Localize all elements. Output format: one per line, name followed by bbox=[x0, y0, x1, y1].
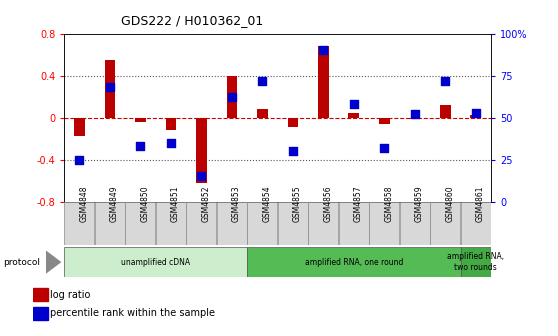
Text: GSM4861: GSM4861 bbox=[476, 185, 485, 222]
Text: log ratio: log ratio bbox=[50, 290, 90, 300]
Bar bbox=[217, 202, 247, 245]
Text: GSM4851: GSM4851 bbox=[171, 185, 180, 222]
Point bbox=[441, 78, 450, 83]
Bar bbox=[126, 202, 155, 245]
Text: GSM4854: GSM4854 bbox=[262, 185, 271, 222]
Point bbox=[228, 95, 237, 100]
Text: GSM4858: GSM4858 bbox=[384, 185, 393, 222]
Bar bbox=[318, 46, 329, 118]
Bar bbox=[74, 118, 85, 136]
Bar bbox=[33, 288, 47, 301]
Point bbox=[288, 149, 297, 154]
Text: GSM4853: GSM4853 bbox=[232, 185, 241, 222]
Bar bbox=[156, 202, 186, 245]
Text: GSM4856: GSM4856 bbox=[323, 185, 333, 222]
Point bbox=[105, 85, 114, 90]
Text: unamplified cDNA: unamplified cDNA bbox=[121, 258, 190, 266]
Bar bbox=[135, 118, 146, 122]
Bar bbox=[95, 202, 125, 245]
Bar bbox=[196, 118, 206, 183]
Bar bbox=[257, 109, 268, 118]
Bar bbox=[64, 247, 247, 277]
Bar bbox=[349, 114, 359, 118]
Text: GSM4859: GSM4859 bbox=[415, 185, 424, 222]
Bar bbox=[440, 105, 451, 118]
Point bbox=[197, 174, 206, 179]
Bar bbox=[410, 118, 420, 119]
Text: GDS222 / H010362_01: GDS222 / H010362_01 bbox=[121, 14, 263, 27]
Bar bbox=[461, 202, 490, 245]
Point bbox=[166, 140, 175, 145]
Text: amplified RNA,
two rounds: amplified RNA, two rounds bbox=[447, 252, 504, 272]
Text: protocol: protocol bbox=[3, 258, 40, 266]
Text: amplified RNA, one round: amplified RNA, one round bbox=[305, 258, 403, 266]
Text: GSM4848: GSM4848 bbox=[79, 185, 88, 222]
Bar bbox=[247, 202, 277, 245]
Bar bbox=[309, 202, 338, 245]
Bar bbox=[186, 202, 217, 245]
Text: GSM4850: GSM4850 bbox=[141, 185, 150, 222]
Bar bbox=[470, 116, 481, 118]
Text: GSM4860: GSM4860 bbox=[445, 185, 454, 222]
Text: GSM4849: GSM4849 bbox=[110, 185, 119, 222]
Text: percentile rank within the sample: percentile rank within the sample bbox=[50, 308, 215, 318]
Bar bbox=[460, 247, 491, 277]
Bar bbox=[33, 307, 47, 320]
Bar bbox=[287, 118, 298, 127]
Polygon shape bbox=[46, 250, 61, 274]
Point bbox=[319, 48, 328, 53]
Text: GSM4852: GSM4852 bbox=[201, 185, 210, 222]
Bar bbox=[166, 118, 176, 130]
Bar bbox=[278, 202, 308, 245]
Bar bbox=[379, 118, 389, 124]
Text: GSM4857: GSM4857 bbox=[354, 185, 363, 222]
Bar bbox=[104, 60, 116, 118]
Bar bbox=[430, 202, 460, 245]
Point bbox=[258, 78, 267, 83]
Bar bbox=[369, 202, 400, 245]
Bar bbox=[247, 247, 460, 277]
Bar bbox=[65, 202, 94, 245]
Point bbox=[472, 110, 480, 115]
Point bbox=[349, 101, 358, 107]
Point bbox=[380, 145, 389, 151]
Point bbox=[410, 112, 419, 117]
Point bbox=[136, 143, 145, 149]
Bar bbox=[400, 202, 430, 245]
Point bbox=[75, 157, 84, 162]
Text: GSM4855: GSM4855 bbox=[293, 185, 302, 222]
Bar bbox=[227, 76, 237, 118]
Bar bbox=[339, 202, 369, 245]
